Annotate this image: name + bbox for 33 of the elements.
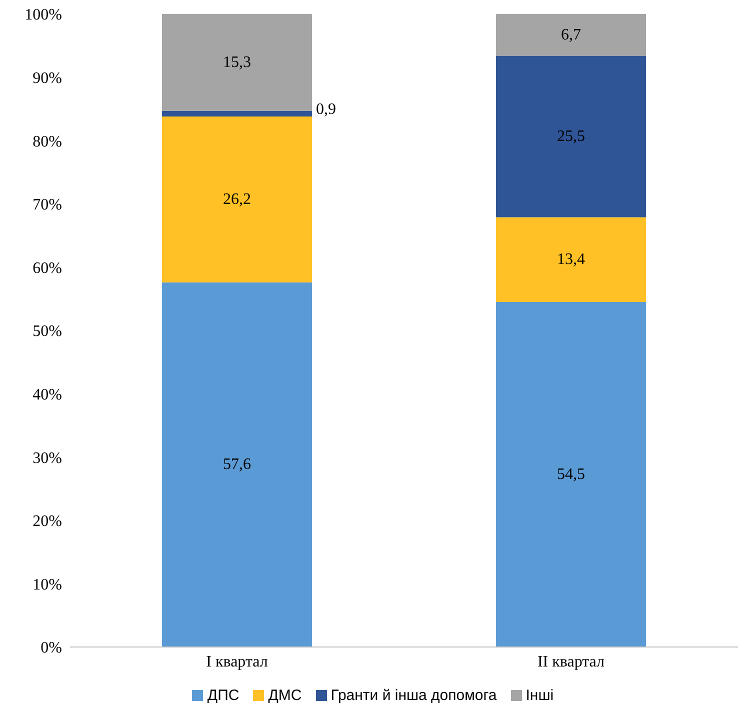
bar	[496, 56, 646, 218]
bar	[162, 14, 312, 111]
y-tick-label: 0%	[40, 640, 62, 657]
y-tick-label: 20%	[32, 513, 62, 530]
bar	[496, 302, 646, 647]
y-tick-label: 30%	[32, 450, 62, 467]
y-tick-label: 80%	[32, 133, 62, 150]
data-label: 13,4	[557, 251, 585, 268]
y-tick-label: 70%	[32, 196, 62, 214]
legend-label: Гранти й інша допомога	[330, 687, 497, 704]
y-tick-label: 90%	[32, 70, 62, 87]
bar	[496, 217, 646, 302]
data-label: 54,5	[557, 466, 585, 484]
x-tick-label: II квартал	[537, 653, 605, 670]
x-tick-label: I квартал	[206, 653, 268, 670]
data-label: 0,9	[316, 101, 336, 118]
legend-label: ДМС	[267, 687, 302, 704]
data-label: 25,5	[557, 128, 585, 145]
data-label: 57,6	[223, 456, 251, 474]
y-tick-label: 10%	[32, 576, 62, 594]
data-label: 26,2	[223, 190, 251, 208]
bar	[496, 14, 646, 56]
legend-label: ДПС	[206, 687, 240, 704]
bar	[162, 110, 312, 117]
y-tick-label: 60%	[32, 260, 62, 277]
bar	[162, 282, 312, 647]
y-tick-label: 40%	[32, 386, 62, 404]
data-label: 15,3	[223, 54, 251, 71]
y-tick-label: 100%	[24, 6, 62, 24]
bar	[162, 116, 312, 282]
legend-label: Інші	[524, 687, 554, 704]
data-label: 6,7	[561, 26, 581, 44]
y-tick-label: 50%	[32, 323, 62, 340]
